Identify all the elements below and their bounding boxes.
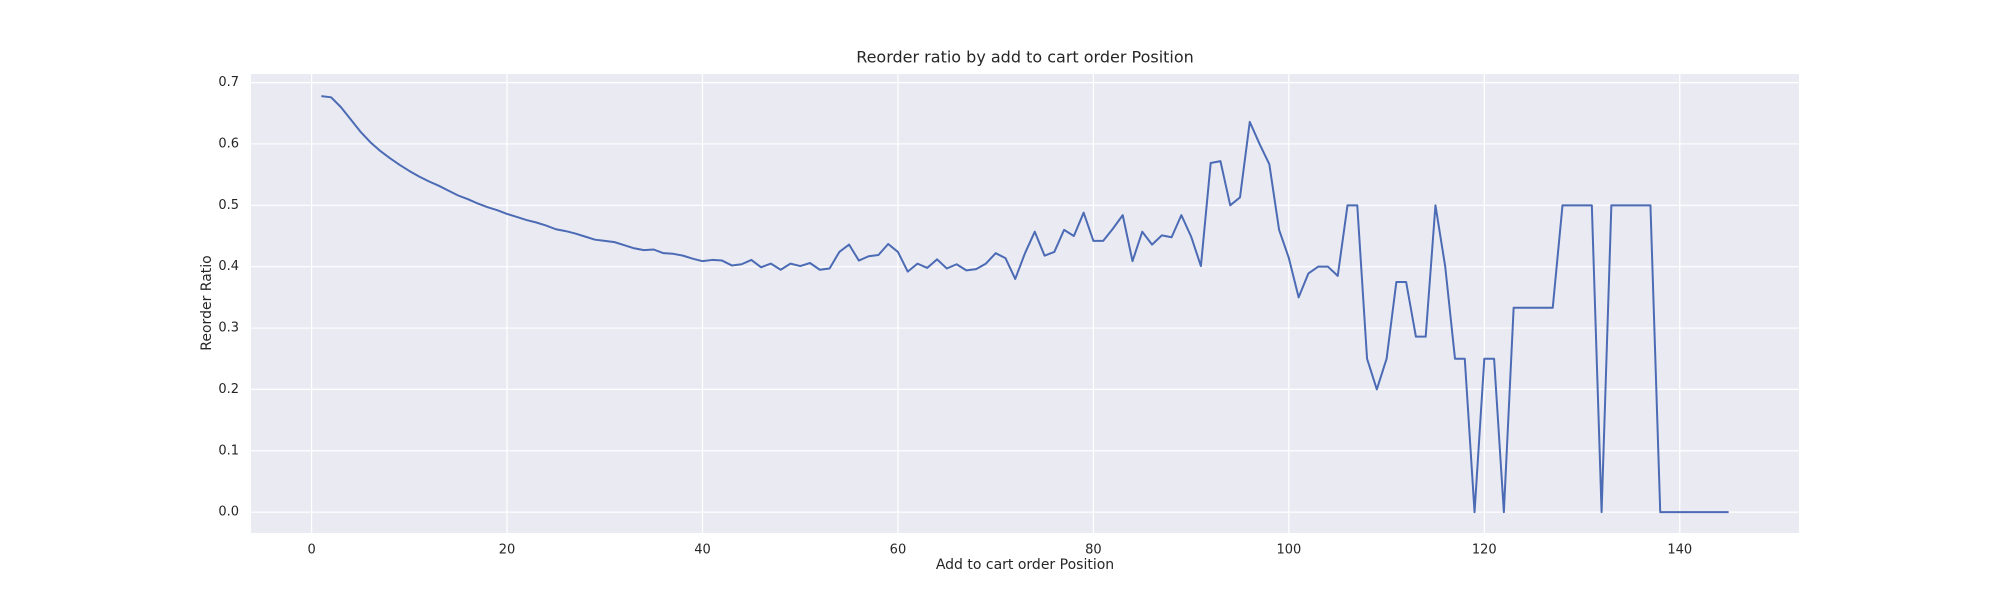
y-tick-label: 0.7 — [218, 75, 239, 90]
y-tick-label: 0.4 — [218, 259, 239, 274]
y-tick-label: 0.0 — [218, 505, 239, 520]
x-tick-label: 140 — [1667, 543, 1692, 558]
data-line — [321, 95, 1729, 514]
x-tick-label: 80 — [1085, 543, 1102, 558]
x-tick-label: 60 — [890, 543, 907, 558]
y-tick-label: 0.6 — [218, 136, 239, 151]
x-axis-label: Add to cart order Position — [936, 557, 1114, 573]
chart-title: Reorder ratio by add to cart order Posit… — [856, 48, 1194, 67]
x-tick-label: 0 — [307, 543, 315, 558]
plot-background — [251, 74, 1799, 533]
y-tick-label: 0.1 — [218, 443, 239, 458]
x-tick-label: 20 — [499, 543, 516, 558]
y-tick-label: 0.5 — [218, 198, 239, 213]
y-axis-label: Reorder Ratio — [199, 255, 215, 350]
y-tick-label: 0.2 — [218, 382, 239, 397]
x-tick-label: 120 — [1472, 543, 1497, 558]
x-tick-label: 100 — [1276, 543, 1301, 558]
y-tick-label: 0.3 — [218, 321, 239, 336]
x-tick-label: 40 — [694, 543, 711, 558]
